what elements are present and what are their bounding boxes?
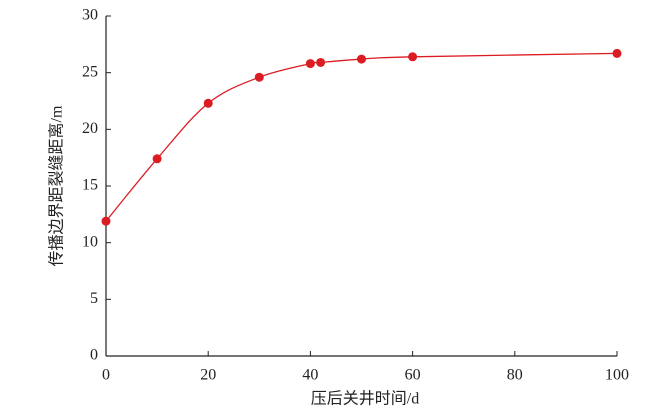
x-tick-label: 60 <box>405 367 421 384</box>
x-tick-label: 20 <box>200 367 216 384</box>
y-tick-label: 10 <box>82 233 98 250</box>
point <box>612 48 622 58</box>
point <box>316 57 326 67</box>
point <box>203 98 213 108</box>
y-tick-label: 30 <box>82 7 98 24</box>
point <box>254 72 264 82</box>
point <box>408 52 418 62</box>
x-axis-label: 压后关井时间/d <box>311 390 419 408</box>
point <box>305 59 315 69</box>
series-line <box>105 52 618 222</box>
y-tick-label: 5 <box>90 290 98 307</box>
x-tick-label: 80 <box>507 367 523 384</box>
y-axis-label: 传播边界距裂缝距离/m <box>48 105 66 266</box>
point <box>357 54 366 64</box>
x-tick-label: 40 <box>302 367 318 384</box>
x-tick-label: 0 <box>102 367 110 384</box>
x-tick-label: 100 <box>605 367 629 384</box>
y-tick-label: 15 <box>82 177 98 194</box>
point <box>101 216 111 226</box>
y-tick-label: 25 <box>82 63 98 80</box>
y-tick-label: 20 <box>82 120 98 137</box>
y-tick-label: 0 <box>90 347 98 364</box>
point <box>152 154 162 164</box>
